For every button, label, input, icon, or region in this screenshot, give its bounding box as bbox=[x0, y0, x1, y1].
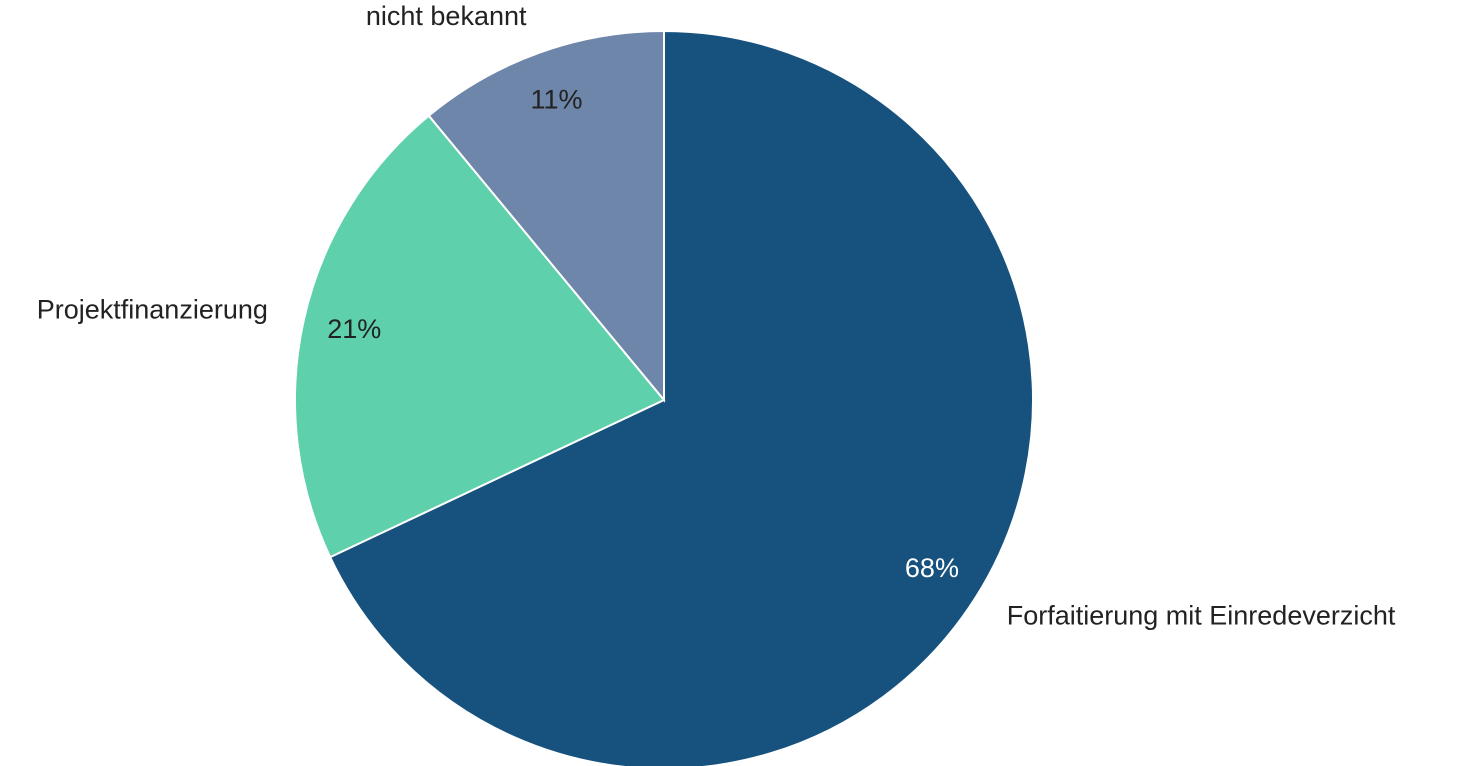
category-label: Projektfinanzierung bbox=[37, 295, 268, 325]
category-label: nicht bekannt bbox=[366, 1, 527, 31]
category-label: Forfaitierung mit Einredeverzicht bbox=[1007, 601, 1396, 631]
value-label: 11% bbox=[530, 85, 582, 115]
pie-slice bbox=[328, 29, 1034, 766]
pie-slice bbox=[294, 114, 666, 559]
value-label: 21% bbox=[327, 314, 381, 344]
pie-slice bbox=[427, 29, 665, 403]
value-label: 68% bbox=[905, 553, 959, 583]
